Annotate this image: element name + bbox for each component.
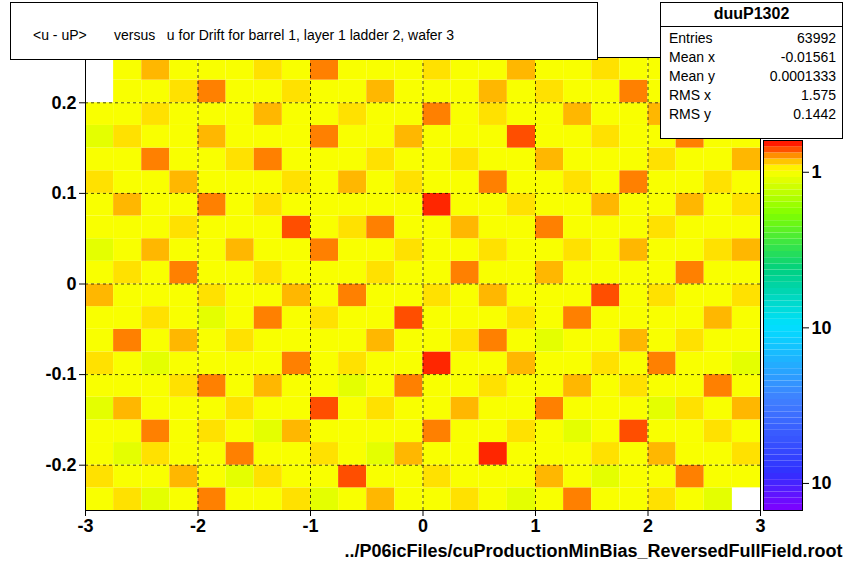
html-text:1.575: 1.575 — [801, 87, 836, 103]
html-text:0.1442: 0.1442 — [793, 106, 836, 122]
svg-text:1: 1 — [812, 162, 822, 182]
svg-text:0: 0 — [66, 274, 76, 294]
svg-text:-3: -3 — [77, 516, 93, 536]
svg-text:1: 1 — [530, 516, 540, 536]
html-text:Mean x: Mean x — [669, 49, 715, 65]
html-text:RMS x: RMS x — [669, 87, 711, 103]
svg-text:0: 0 — [418, 516, 428, 536]
svg-text:2: 2 — [643, 516, 653, 536]
svg-text:../P06icFiles/cuProductionMinB: ../P06icFiles/cuProductionMinBias_Revers… — [344, 541, 842, 561]
svg-text:3: 3 — [755, 516, 765, 536]
svg-text:-0.2: -0.2 — [45, 455, 76, 475]
html-text:<u - uP> versus u for Drift fo: <u - uP> versus u for Drift for barrel 1… — [33, 27, 454, 43]
svg-text:10: 10 — [812, 318, 832, 338]
html-text:duuP1302: duuP1302 — [713, 5, 790, 22]
svg-text:-1: -1 — [302, 516, 318, 536]
svg-text:0.1: 0.1 — [51, 183, 76, 203]
svg-text:0.2: 0.2 — [51, 93, 76, 113]
html-text:Entries: Entries — [669, 30, 713, 46]
svg-text:-2: -2 — [190, 516, 206, 536]
html-text:RMS y: RMS y — [669, 106, 711, 122]
html-text:Mean y: Mean y — [669, 68, 715, 84]
svg-text:-0.1: -0.1 — [45, 364, 76, 384]
html-text:0.0001333: 0.0001333 — [769, 68, 836, 84]
html-text:-0.01561: -0.01561 — [780, 49, 836, 65]
html-text:63992: 63992 — [797, 30, 836, 46]
svg-text:10: 10 — [812, 473, 832, 493]
